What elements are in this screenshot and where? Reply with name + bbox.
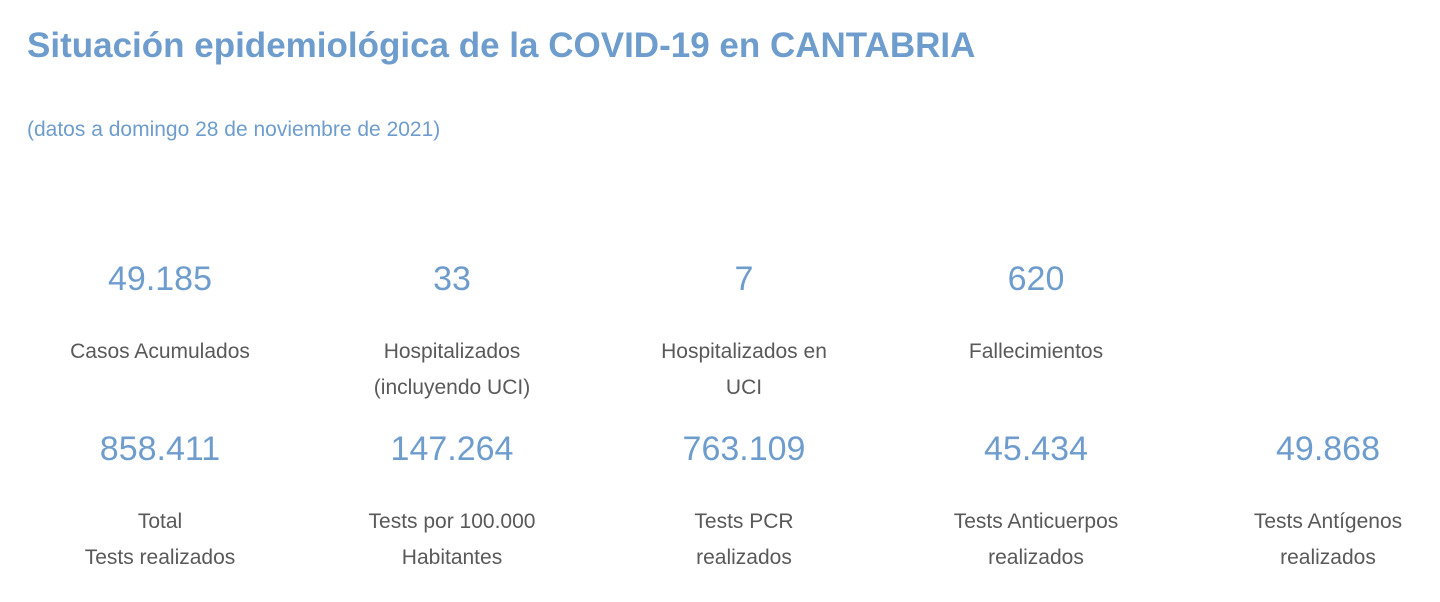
stat-value-tests-pcr: 763.109 (682, 430, 806, 468)
stats-row-primary: 49.185 Casos Acumulados 33 Hospitalizado… (14, 262, 1440, 406)
stat-label-line: UCI (725, 376, 763, 399)
stat-label-line: realizados (1280, 546, 1376, 569)
stat-tests-anticuerpos: 45.434 Tests Anticuerpos realizados (890, 432, 1182, 576)
stat-label-fallecimientos: Fallecimientos (890, 334, 1182, 370)
stat-empty-cell (1182, 262, 1440, 406)
stat-tests-pcr: 763.109 Tests PCR realizados (598, 432, 890, 576)
stat-label-line: Tests Antígenos (1253, 510, 1403, 533)
stat-value-total-tests: 858.411 (99, 430, 221, 468)
stat-value-tests-antigenos: 49.868 (1276, 430, 1380, 468)
stat-value-casos-acumulados: 49.185 (108, 260, 212, 298)
stat-value-hospitalizados: 33 (433, 260, 471, 298)
stat-hospitalizados: 33 Hospitalizados (incluyendo UCI) (306, 262, 598, 406)
stat-label-tests-antigenos: Tests Antígenos realizados (1182, 504, 1440, 576)
stat-total-tests: 858.411 Total Tests realizados (14, 432, 306, 576)
page-header: Situación epidemiológica de la COVID-19 … (0, 0, 1440, 144)
stat-label-line: (incluyendo UCI) (373, 376, 531, 399)
stat-label-line: Habitantes (401, 546, 503, 569)
stat-value-tests-por-100000: 147.264 (390, 430, 514, 468)
stat-tests-antigenos: 49.868 Tests Antígenos realizados (1182, 432, 1440, 576)
data-date-subtitle: (datos a domingo 28 de noviembre de 2021… (27, 118, 441, 141)
stats-section: 49.185 Casos Acumulados 33 Hospitalizado… (0, 262, 1440, 576)
stat-label-tests-pcr: Tests PCR realizados (598, 504, 890, 576)
stat-fallecimientos: 620 Fallecimientos (890, 262, 1182, 406)
stat-casos-acumulados: 49.185 Casos Acumulados (14, 262, 306, 406)
stat-label-hospitalizados-uci: Hospitalizados en UCI (598, 334, 890, 406)
stat-label-total-tests: Total Tests realizados (14, 504, 306, 576)
stat-label-line: Tests por 100.000 (368, 510, 536, 533)
stat-value-tests-anticuerpos: 45.434 (984, 430, 1088, 468)
stat-label-casos-acumulados: Casos Acumulados (14, 334, 306, 370)
stat-label-line: Hospitalizados en (661, 340, 827, 363)
stat-label-line: Casos Acumulados (70, 340, 250, 363)
stat-label-hospitalizados: Hospitalizados (incluyendo UCI) (306, 334, 598, 406)
stat-label-line: Tests realizados (84, 546, 236, 569)
stat-label-line: Tests PCR (694, 510, 794, 533)
stat-value-fallecimientos: 620 (1007, 260, 1065, 298)
stat-label-tests-por-100000: Tests por 100.000 Habitantes (306, 504, 598, 576)
stat-label-line: realizados (696, 546, 792, 569)
stat-label-line: Hospitalizados (383, 340, 521, 363)
stat-tests-por-100000: 147.264 Tests por 100.000 Habitantes (306, 432, 598, 576)
stats-row-tests: 858.411 Total Tests realizados 147.264 T… (14, 432, 1440, 576)
stat-label-line: Tests Anticuerpos (953, 510, 1119, 533)
stat-label-line: Total (137, 510, 183, 533)
stat-value-hospitalizados-uci: 7 (734, 260, 754, 298)
stat-label-line: Fallecimientos (968, 340, 1104, 363)
stat-hospitalizados-uci: 7 Hospitalizados en UCI (598, 262, 890, 406)
stat-label-line: realizados (988, 546, 1084, 569)
page-title: Situación epidemiológica de la COVID-19 … (27, 26, 976, 65)
stat-label-tests-anticuerpos: Tests Anticuerpos realizados (890, 504, 1182, 576)
